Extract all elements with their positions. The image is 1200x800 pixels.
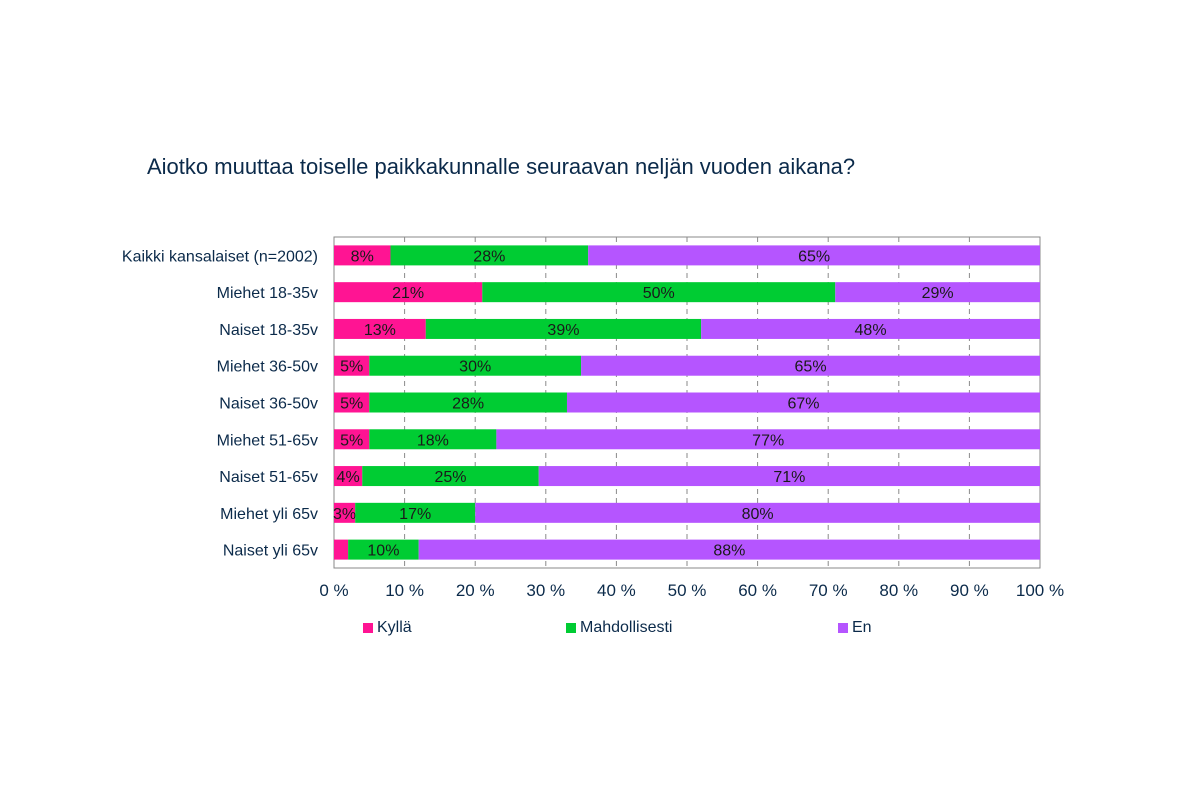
bar-segment [482,282,836,303]
bar-value-label: 8% [351,248,374,265]
bar-value-label: 4% [337,469,360,486]
x-tick-label: 100 % [1016,581,1064,600]
bar-value-label: 29% [922,285,954,302]
bar-value-label: 88% [713,543,745,560]
bar-segment [334,355,370,376]
x-tick-label: 90 % [950,581,989,600]
bar-value-label: 25% [434,469,466,486]
x-tick-label: 0 % [319,581,348,600]
bar-value-label: 28% [452,396,484,413]
bar-segment [418,539,1041,560]
bar-segment [334,466,363,487]
bar-segment [496,429,1040,450]
x-tick-label: 60 % [738,581,777,600]
bar-segment [425,318,702,339]
bar-segment [566,392,1040,413]
x-tick-label: 10 % [385,581,424,600]
bar-value-label: 13% [364,322,396,339]
bar-segment [334,282,483,303]
x-tick-label: 20 % [456,581,495,600]
bar-value-label: 18% [417,432,449,449]
bar-segment [369,429,497,450]
bar-segment [362,466,539,487]
bar-segment [334,392,370,413]
x-tick-label: 70 % [809,581,848,600]
bar-value-label: 5% [340,396,363,413]
category-label: Miehet 18-35v [217,285,318,302]
category-label: Naiset yli 65v [223,543,318,560]
category-label: Miehet 36-50v [217,359,318,376]
bar-segment [334,245,391,266]
bar-segment [390,245,589,266]
bar-segment [369,355,582,376]
bar-value-label: 28% [473,248,505,265]
bar-segment [334,539,349,560]
bar-segment [348,539,419,560]
category-label: Kaikki kansalaiset (n=2002) [122,248,318,265]
bar-value-label: 3% [333,506,356,523]
bar-segment [581,355,1040,376]
bar-value-label: 48% [855,322,887,339]
bar-segment [355,502,476,523]
x-tick-label: 50 % [668,581,707,600]
bar-segment [835,282,1040,303]
bar-value-label: 71% [773,469,805,486]
bar-value-label: 65% [795,359,827,376]
bar-segment [334,429,370,450]
bar-value-label: 50% [643,285,675,302]
bar-value-label: 21% [392,285,424,302]
x-tick-label: 80 % [879,581,918,600]
bar-segment [334,318,426,339]
bar-value-label: 30% [459,359,491,376]
bar-value-label: 39% [547,322,579,339]
category-label: Naiset 36-50v [219,396,318,413]
category-label: Naiset 18-35v [219,322,318,339]
bar-value-label: 5% [340,359,363,376]
bar-value-label: 65% [798,248,830,265]
bar-segment [538,466,1040,487]
bar-value-label: 17% [399,506,431,523]
category-label: Miehet yli 65v [220,506,318,523]
bar-value-label: 67% [787,396,819,413]
category-label: Miehet 51-65v [217,432,318,449]
bar-segment [334,502,356,523]
bar-value-label: 80% [742,506,774,523]
bar-value-label: 10% [367,543,399,560]
bar-segment [588,245,1040,266]
x-tick-label: 30 % [526,581,565,600]
bar-value-label: 5% [340,432,363,449]
bar-segment [475,502,1040,523]
category-label: Naiset 51-65v [219,469,318,486]
bar-value-label: 77% [752,432,784,449]
bar-segment [701,318,1040,339]
x-tick-label: 40 % [597,581,636,600]
bar-segment [369,392,567,413]
chart-title: Aiotko muuttaa toiselle paikkakunnalle s… [147,154,856,179]
